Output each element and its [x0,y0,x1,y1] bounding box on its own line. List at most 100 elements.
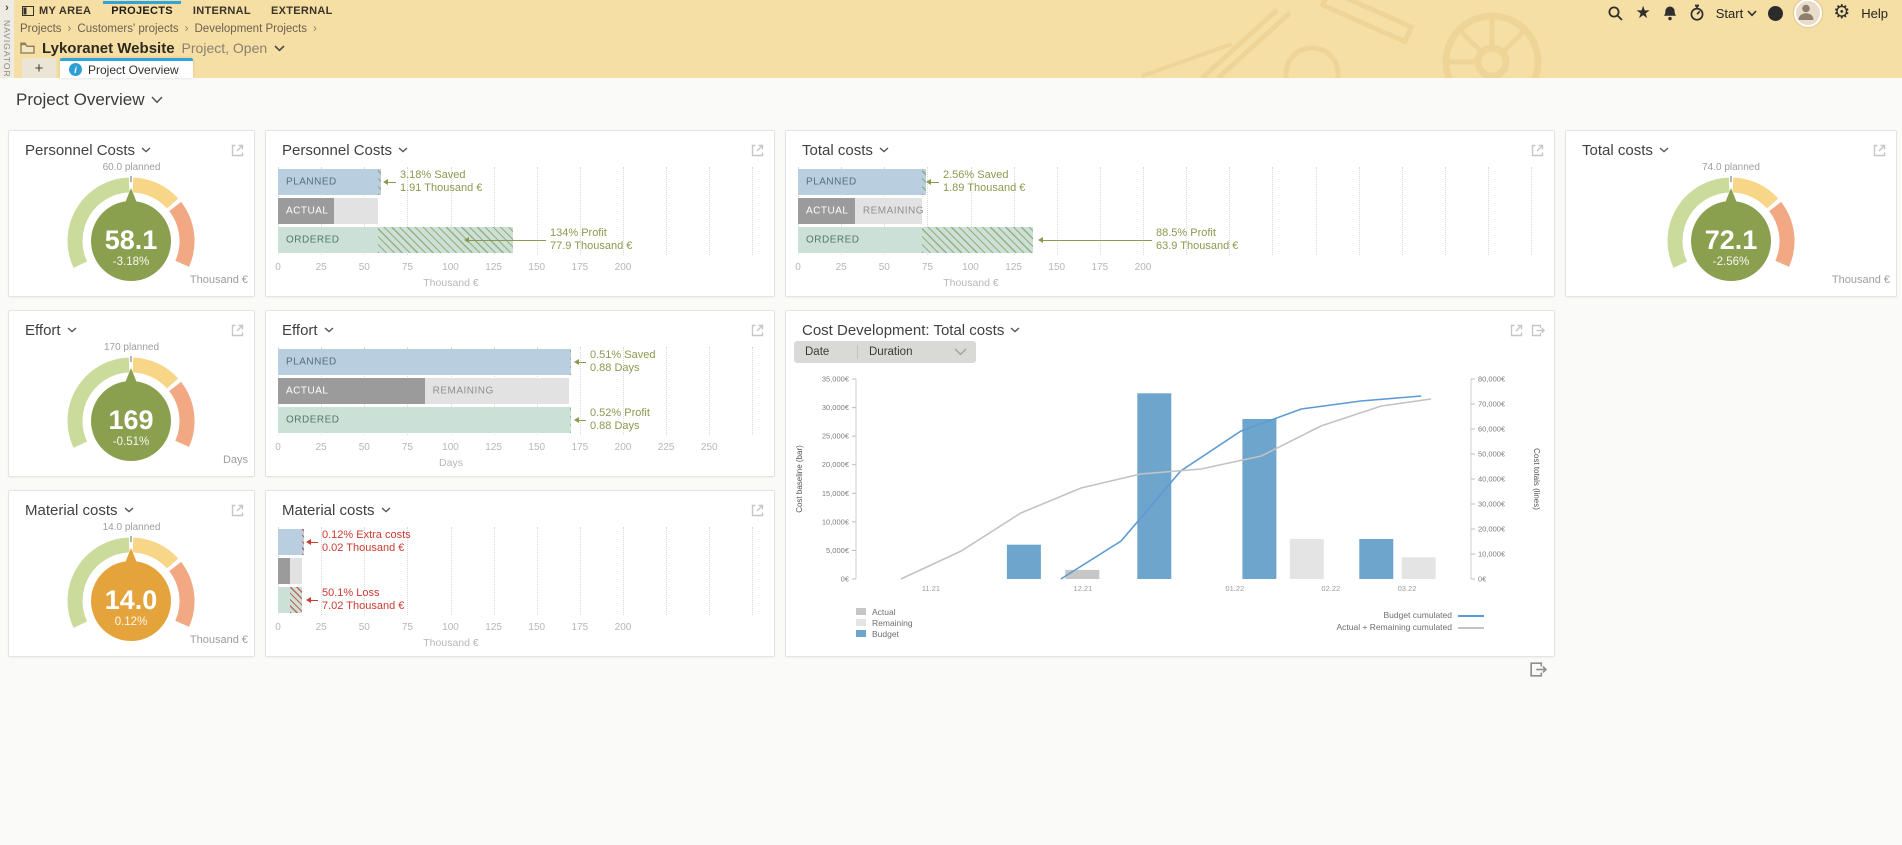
chevron-down-icon[interactable] [274,44,285,52]
gridline [666,347,668,435]
chevron-down-icon[interactable] [151,96,164,104]
svg-text:20,000€: 20,000€ [1478,525,1506,534]
card-title-dropdown[interactable]: Material costs [282,502,391,519]
expand-icon[interactable] [230,143,245,158]
card-title-dropdown[interactable]: Material costs [25,502,134,519]
settings-gear-icon[interactable]: ⚙ [1833,2,1851,23]
start-menu-button[interactable]: Start [1716,6,1757,21]
chart-axis-switcher: Date Duration [794,341,976,363]
menu-item-external[interactable]: EXTERNAL [270,4,333,17]
axis-tick: 25 [315,622,327,633]
card-title-dropdown[interactable]: Effort [25,322,77,339]
axis-tick: 125 [485,622,502,633]
card-title-dropdown[interactable]: Personnel Costs [282,142,408,159]
bar-segment-label: ORDERED [806,234,860,246]
card-title-dropdown[interactable]: Cost Development: Total costs [802,322,1020,339]
timer-stopwatch-icon[interactable] [1689,4,1705,22]
page-title-row: Project Overview [16,90,164,110]
navigator-strip[interactable]: › NAVIGATOR [0,0,14,78]
menu-item-internal[interactable]: INTERNAL [192,4,251,17]
card-title-dropdown[interactable]: Personnel Costs [25,142,151,159]
total-costs-bar-card: Total costs PLANNED ACTUAL REMAINING ORDERE… [785,130,1555,297]
bar-annotation: 0.52% Profit 0.88 Days [590,407,650,432]
expand-icon[interactable] [1872,143,1887,158]
project-name[interactable]: Lykoranet Website [42,39,175,57]
help-circle-icon[interactable]: ? [1768,5,1784,21]
card-title-dropdown[interactable]: Effort [282,322,334,339]
expand-icon[interactable] [230,323,245,338]
annotation-arrowhead [574,417,579,423]
svg-text:5,000€: 5,000€ [826,546,850,555]
axis-tick: 150 [528,442,546,453]
breadcrumb-item[interactable]: Projects [20,23,62,35]
duration-dropdown[interactable]: Duration [858,346,976,358]
bar-segment: REMAINING [854,198,924,224]
navigator-expand-icon[interactable]: › [5,2,9,14]
bar-segment: ACTUAL [278,378,425,404]
svg-text:11.21: 11.21 [922,584,940,593]
gauge-planned-label: 170 planned [103,342,160,353]
svg-text:02.22: 02.22 [1321,584,1340,593]
svg-text:60,000€: 60,000€ [1478,425,1506,434]
axis-tick: 175 [571,622,589,633]
notifications-bell-icon[interactable] [1662,5,1678,22]
page-title: Project Overview [16,90,145,109]
chevron-down-icon [124,507,133,513]
material-costs-gauge-card: Material costs 14.0 planned 14.0 0.12% T… [8,490,255,657]
menu-item-my-area[interactable]: MY AREA [22,5,91,17]
gauge-chart: 72.1 -2.56% [1667,176,1795,281]
effort-gauge-card: Effort 170 planned 169 -0.51% Days [8,310,255,477]
expand-icon[interactable] [750,503,765,518]
gridline [666,167,668,255]
favorites-star-icon[interactable]: ★ [1635,3,1651,22]
expand-icon[interactable] [230,503,245,518]
breadcrumb-item[interactable]: Development Projects [194,23,308,35]
annotation-arrowhead [306,539,311,545]
expand-icon[interactable] [1530,143,1545,158]
annotation-arrow-line [311,542,318,543]
export-icon[interactable] [1530,323,1545,338]
add-tab-button[interactable]: + [22,58,56,78]
breadcrumb: Projects › Customers' projects › Developme… [20,23,317,35]
help-link[interactable]: Help [1861,5,1888,21]
svg-text:30,000€: 30,000€ [822,403,850,412]
card-title-dropdown[interactable]: Total costs [1582,142,1669,159]
gauge-unit-label: Thousand € [189,634,248,646]
annotation-arrow-line [931,182,939,183]
menu-item-projects[interactable]: PROJECTS [103,0,181,17]
gridline [579,167,581,255]
user-avatar[interactable] [1794,0,1823,27]
bar-row: PLANNED [278,349,766,375]
gridline [579,347,581,435]
axis-unit-label: Thousand € [423,277,479,289]
expand-icon[interactable] [750,323,765,338]
card-title-dropdown[interactable]: Total costs [802,142,889,159]
bar-row: ORDERED [278,407,766,433]
combo-chart: 35,000€ 30,000€ 25,000€ 20,000€ 15,000€ 10,00… [795,375,1541,594]
svg-text:20,000€: 20,000€ [822,460,850,469]
svg-text:40,000€: 40,000€ [1478,475,1506,484]
bar-segment [290,558,303,584]
search-icon[interactable] [1607,5,1624,22]
breadcrumb-item[interactable]: Customers' projects [77,23,179,35]
legend-line-actual-remaining-cumulated [1458,626,1484,629]
gridline [493,167,495,255]
date-segment[interactable]: Date [805,346,830,358]
my-area-icon [22,5,34,16]
tab-project-overview[interactable]: i Project Overview [60,58,193,78]
svg-text:70,000€: 70,000€ [1478,400,1506,409]
axis-tick: 25 [315,262,327,273]
axis-tick: 125 [1005,262,1022,273]
expand-icon[interactable] [1509,323,1524,338]
gauge-delta: -0.51% [113,436,149,448]
gauge-chart: 169 -0.51% [67,356,195,461]
bar-row: ORDERED [798,227,1546,253]
axis-tick: 125 [485,442,502,453]
gauge-value: 58.1 [105,225,158,255]
page-export-icon[interactable] [1528,660,1548,684]
bar-segment [302,529,305,555]
bar-annotation: 50.1% Loss 7.02 Thousand € [322,587,405,612]
gridline [1488,167,1489,255]
expand-icon[interactable] [750,143,765,158]
